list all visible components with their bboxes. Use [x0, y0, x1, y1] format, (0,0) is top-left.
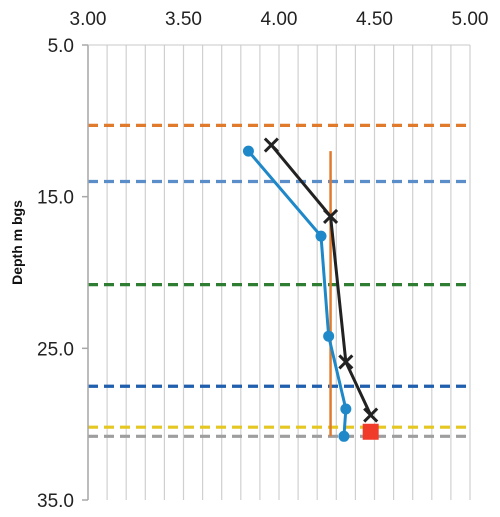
data-point — [338, 430, 350, 442]
data-point — [242, 145, 254, 157]
series-line — [270, 144, 373, 416]
y-tick-label: 25.0 — [37, 339, 74, 360]
marker-stroke — [323, 208, 339, 224]
tick-labels: 3.00 3.50 4.00 4.50 5.00 5.0 15.0 25.0 35.0 — [37, 9, 488, 512]
y-axis-title: Depth m bgs — [9, 200, 25, 285]
y-tick-label: 5.0 — [48, 36, 74, 57]
vertical-gridlines — [87, 45, 471, 500]
marker-stroke — [338, 354, 354, 370]
x-tick-label: 3.50 — [165, 9, 202, 30]
data-point — [315, 230, 327, 242]
data-point — [338, 354, 354, 370]
data-point — [323, 330, 335, 342]
marker-stroke — [363, 407, 379, 423]
data-point — [323, 208, 339, 224]
y-tick-label: 35.0 — [37, 491, 74, 512]
x-tick-label: 4.50 — [356, 9, 393, 30]
x-tick-label: 3.00 — [70, 9, 107, 30]
data-point — [263, 137, 279, 153]
x-tick-label: 4.00 — [261, 9, 298, 30]
data-point — [340, 403, 352, 415]
special-point — [362, 423, 379, 440]
data-point — [363, 407, 379, 423]
axes — [82, 44, 470, 501]
y-tick-label: 15.0 — [37, 188, 74, 209]
x-tick-label: 5.00 — [452, 9, 489, 30]
data-series — [242, 137, 379, 442]
marker-stroke — [263, 137, 279, 153]
